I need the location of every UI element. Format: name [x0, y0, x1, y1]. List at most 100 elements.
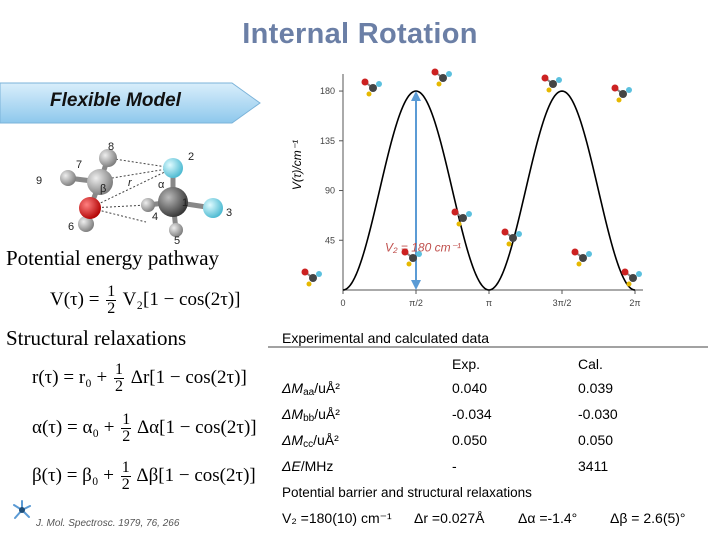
table-heading: Experimental and calculated data [282, 330, 490, 346]
y-axis-label: V(τ)/cm⁻¹ [290, 140, 304, 190]
x-tick-label: π/2 [409, 298, 423, 308]
conformer-oxygen [301, 268, 309, 276]
conformer-marker [366, 91, 372, 97]
conformer-marker [546, 87, 552, 93]
conformer-carbon [459, 214, 467, 222]
barrier-dalpha: Δα =-1.4° [518, 510, 578, 526]
atom-h5 [169, 223, 183, 237]
conformer-carbon [619, 90, 627, 98]
conformer-chlorine [446, 71, 452, 77]
conformer-oxygen [621, 268, 629, 276]
table-cell-exp: 0.040 [452, 380, 488, 396]
atom-label: 5 [174, 235, 180, 247]
journal-logo-icon [13, 500, 31, 519]
eq-den: 2 [115, 378, 123, 395]
table-cell-cal: 0.039 [578, 380, 614, 396]
y-tick-label: 135 [320, 136, 335, 146]
row-subscript: cc [303, 439, 314, 450]
eq-lhs: α(τ) = α₀ + [32, 416, 115, 438]
conformer-marker [616, 97, 622, 103]
conformer-chlorine [376, 81, 382, 87]
conformer-carbon [629, 274, 637, 282]
conformer-chlorine [556, 77, 562, 83]
conformer-oxygen [451, 208, 459, 216]
barrier-arrowhead-bottom [411, 280, 421, 290]
eq-rhs: Δα[1 − cos(2τ)] [136, 416, 257, 438]
barrier-arrowhead-top [411, 91, 421, 102]
row-quantity: ΔM [282, 432, 304, 448]
conformer-chlorine [586, 251, 592, 257]
table-cell-cal: -0.030 [578, 406, 618, 422]
atom-o [79, 197, 101, 219]
atom-label: β [100, 183, 106, 195]
row-quantity: ΔM [282, 380, 304, 396]
banner-arrow [0, 82, 261, 124]
table-cell-exp: 0.050 [452, 432, 488, 448]
conformer-marker [456, 221, 462, 227]
eq-den: 2 [121, 476, 130, 493]
table-cell-exp: -0.034 [452, 406, 492, 422]
atom-cl3 [203, 198, 223, 218]
eq-lhs: β(τ) = β₀ + [32, 464, 114, 486]
conformer-chlorine [416, 251, 422, 257]
atom-label: r [128, 177, 133, 189]
conformer-carbon [369, 84, 377, 92]
row-quantity: ΔM [282, 406, 304, 422]
x-tick-label: π [486, 298, 492, 308]
conformer-marker [406, 261, 412, 267]
eq-rhs: Δβ[1 − cos(2τ)] [136, 464, 256, 486]
eq-rhs: Δr[1 − cos(2τ)] [130, 366, 247, 388]
table-row-label: ΔE/MHz [282, 458, 333, 474]
conformer-oxygen [501, 228, 509, 236]
table-cell-exp: - [452, 458, 457, 474]
atom-label: 4 [152, 211, 158, 223]
col-header-cal: Cal. [578, 356, 603, 372]
conformer-carbon [549, 80, 557, 88]
citation: J. Mol. Spectrosc. 1979, 76, 266 [36, 518, 180, 529]
row-unit: /uÅ² [314, 406, 340, 422]
atom-c7 [87, 169, 113, 195]
conformer-carbon [439, 74, 447, 82]
y-tick-label: 180 [320, 86, 335, 96]
col-header-exp: Exp. [452, 356, 481, 372]
table-row-label: ΔMcc/uÅ² [282, 432, 339, 450]
barrier-v2: V₂ =180(10) cm⁻¹ [282, 510, 392, 526]
eq-num: 1 [120, 459, 131, 477]
y-tick-label: 90 [325, 186, 335, 196]
atom-h9 [60, 170, 76, 186]
conformer-chlorine [636, 271, 642, 277]
atom-label: 1 [182, 197, 188, 209]
atom-h4 [141, 198, 155, 212]
barrier-heading: Potential barrier and structural relaxat… [282, 485, 532, 500]
x-tick-label: 0 [340, 298, 345, 308]
atom-label: 7 [76, 159, 82, 171]
row-subscript: bb [303, 413, 315, 424]
atom-label: 9 [36, 175, 42, 187]
atom-label: α [158, 179, 165, 191]
pathway-heading: Potential energy pathway [6, 246, 220, 270]
conformer-carbon [509, 234, 517, 242]
atom-h6 [78, 216, 94, 232]
conformer-chlorine [316, 271, 322, 277]
banner-label: Flexible Model [50, 90, 181, 111]
atom-h8 [99, 149, 117, 167]
potential-curve [342, 90, 636, 291]
table-cell-cal: 3411 [578, 458, 609, 474]
atom-label: 6 [68, 221, 74, 233]
row-unit: /uÅ² [313, 432, 339, 448]
barrier-dr: Δr =0.027Å [414, 510, 485, 526]
conformer-marker [576, 261, 582, 267]
conformer-marker [506, 241, 512, 247]
x-tick-label: 3π/2 [553, 298, 572, 308]
eq-den: 2 [107, 300, 116, 317]
conformer-oxygen [571, 248, 579, 256]
atom-label: 2 [188, 151, 194, 163]
row-unit: /uÅ² [314, 380, 340, 396]
row-quantity: ΔE [282, 458, 301, 474]
y-tick-label: 45 [325, 235, 335, 245]
atom-c1 [158, 187, 188, 217]
conformer-carbon [409, 254, 417, 262]
